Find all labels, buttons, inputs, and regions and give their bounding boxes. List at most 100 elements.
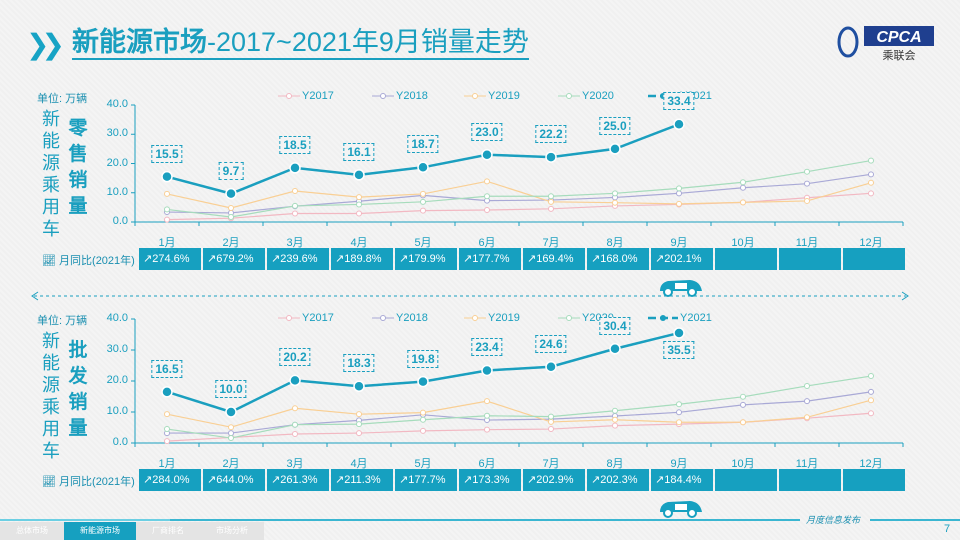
x-tick-label: 9月 <box>670 237 688 249</box>
data-point <box>676 401 682 408</box>
tagline: 月度信息发布 <box>806 515 861 525</box>
data-point <box>804 382 810 389</box>
yoy-cell <box>779 248 841 270</box>
x-tick-label: 4月 <box>350 237 368 249</box>
data-point <box>868 157 874 164</box>
trend-icon: ↗ <box>591 474 601 486</box>
x-tick-label: 1月 <box>158 237 176 249</box>
data-point <box>228 424 234 431</box>
trend-icon: ↗ <box>207 474 217 486</box>
yoy-cell: ↗202.9% <box>523 469 585 491</box>
footer-tab[interactable]: 市场分析 <box>200 522 264 540</box>
yoy-cell: ↗239.6% <box>267 248 329 270</box>
data-point <box>868 388 874 395</box>
y-tick-label: 20.0 <box>106 374 128 386</box>
x-tick-label: 4月 <box>350 458 368 470</box>
data-point <box>484 398 490 405</box>
trend-icon: ↗ <box>271 253 281 265</box>
data-point <box>353 380 365 393</box>
x-tick-label: 12月 <box>859 237 883 249</box>
data-point <box>164 426 170 433</box>
data-point <box>804 180 810 187</box>
data-point <box>420 427 426 434</box>
data-point <box>356 194 362 201</box>
data-point <box>356 210 362 217</box>
yoy-cell: ↗274.6% <box>139 248 201 270</box>
yoy-cell: ↗644.0% <box>203 469 265 491</box>
yoy-cell: ↗184.4% <box>651 469 713 491</box>
data-label: 25.0 <box>599 116 631 135</box>
data-point <box>161 386 173 398</box>
data-label: 23.0 <box>471 122 503 141</box>
data-point <box>292 405 298 412</box>
trend-icon: 📈︎ <box>42 476 56 488</box>
yoy-cell <box>779 469 841 491</box>
x-tick-label: 10月 <box>731 458 755 470</box>
yoy-cell: ↗211.3% <box>331 469 393 491</box>
data-point <box>356 411 362 418</box>
data-point <box>548 198 554 205</box>
data-point <box>740 401 746 408</box>
trend-icon: ↗ <box>527 474 537 486</box>
data-point <box>676 200 682 207</box>
data-point <box>161 170 173 183</box>
data-point <box>164 411 170 418</box>
data-point <box>420 207 426 214</box>
trend-icon: ↗ <box>143 253 153 265</box>
data-point <box>417 161 429 174</box>
footer-tab[interactable]: 厂商排名 <box>136 522 200 540</box>
data-point <box>676 185 682 192</box>
data-point <box>676 419 682 426</box>
data-label: 9.7 <box>218 161 244 180</box>
series-line-Y2018 <box>167 391 872 434</box>
data-point <box>164 190 170 197</box>
trend-icon: ↗ <box>399 474 409 486</box>
x-tick-label: 7月 <box>542 458 560 470</box>
data-point <box>740 393 746 400</box>
legend-item: Y2019 <box>464 90 520 102</box>
data-label: 18.3 <box>343 354 375 373</box>
legend-item: Y2018 <box>372 90 428 102</box>
car-icon <box>660 280 702 297</box>
data-point <box>164 206 170 213</box>
data-point <box>804 398 810 405</box>
trend-icon: ↗ <box>655 253 665 265</box>
data-point <box>484 426 490 433</box>
data-point <box>804 414 810 421</box>
y-tick-label: 30.0 <box>106 127 128 140</box>
data-point <box>548 205 554 212</box>
trend-icon: ↗ <box>527 253 537 265</box>
x-tick-label: 7月 <box>542 237 560 249</box>
y-tick-label: 10.0 <box>106 185 128 198</box>
data-point <box>868 373 874 380</box>
data-label: 33.4 <box>663 92 695 111</box>
data-point <box>868 179 874 186</box>
yoy-cell: ↗173.3% <box>459 469 521 491</box>
data-point <box>548 418 554 425</box>
data-point <box>292 210 298 217</box>
data-point <box>356 201 362 208</box>
footer-tab[interactable]: 新能源市场 <box>64 522 136 540</box>
y-tick-label: 30.0 <box>106 343 128 355</box>
data-point <box>868 397 874 404</box>
data-point <box>225 187 237 200</box>
x-tick-label: 2月 <box>222 237 240 249</box>
data-point <box>420 190 426 197</box>
footer-line <box>0 519 960 521</box>
yoy-cell: ↗679.2% <box>203 248 265 270</box>
data-label: 16.5 <box>151 359 183 378</box>
data-point <box>740 179 746 186</box>
x-tick-label: 2月 <box>222 458 240 470</box>
unit-label: 单位: 万辆 <box>37 315 88 327</box>
y-tick-label: 40.0 <box>106 312 128 324</box>
data-label: 10.0 <box>215 380 247 398</box>
data-label: 18.5 <box>279 135 311 154</box>
footer-tab[interactable]: 总体市场 <box>0 522 64 540</box>
data-label: 22.2 <box>535 125 567 144</box>
data-point <box>612 416 618 423</box>
y-tick-label: 20.0 <box>106 156 128 169</box>
x-tick-label: 6月 <box>478 237 496 249</box>
x-tick-label: 5月 <box>414 458 432 470</box>
trend-icon: ↗ <box>655 474 665 486</box>
